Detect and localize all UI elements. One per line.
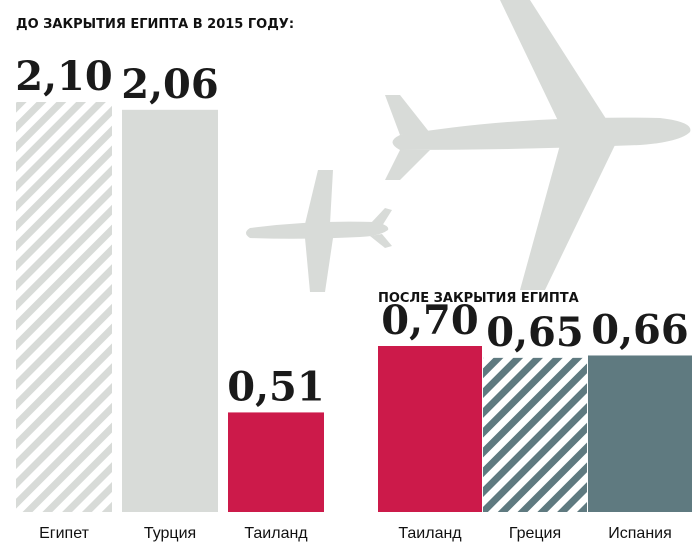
value-label: 0,51 [227, 363, 324, 410]
category-label: Греция [509, 525, 561, 542]
bar [122, 110, 218, 512]
value-label: 0,65 [486, 309, 583, 356]
chart-title: ДО ЗАКРЫТИЯ ЕГИПТА В 2015 ГОДУ: [16, 17, 294, 32]
value-label: 0,66 [591, 306, 688, 353]
plane-large [385, 0, 690, 290]
category-label: Египет [39, 525, 89, 542]
infographic: ДО ЗАКРЫТИЯ ЕГИПТА В 2015 ГОДУ: ПОСЛЕ ЗА… [0, 0, 694, 548]
category-label: Испания [608, 525, 672, 542]
bar [378, 346, 482, 512]
value-label: 2,06 [121, 61, 218, 108]
value-label: 0,70 [381, 297, 478, 344]
category-label: Турция [144, 525, 196, 542]
bar [16, 102, 112, 512]
category-label: Таиланд [244, 525, 308, 542]
plane-small [246, 170, 392, 292]
bar [588, 355, 692, 512]
value-label: 2,10 [15, 53, 112, 100]
category-label: Таиланд [398, 525, 462, 542]
bar [228, 412, 324, 512]
bar [483, 358, 587, 512]
